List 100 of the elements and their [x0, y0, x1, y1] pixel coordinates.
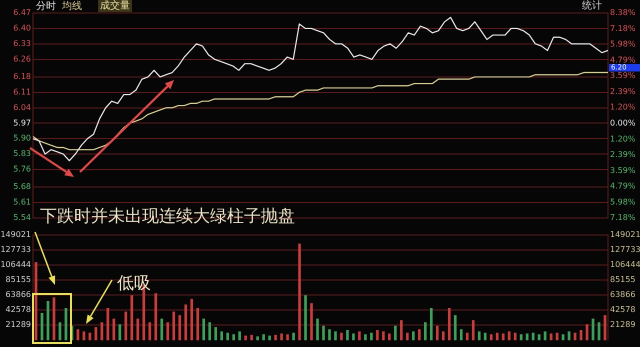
- y-tick-label: 85155: [6, 275, 31, 284]
- y-tick-label: 6.33: [13, 38, 31, 48]
- bar: [298, 244, 301, 340]
- bar: [424, 322, 427, 340]
- text: 统计: [582, 0, 602, 12]
- bar: [346, 330, 349, 340]
- bar: [262, 334, 265, 340]
- bar: [460, 329, 463, 340]
- bar: [52, 297, 56, 340]
- bar: [160, 318, 164, 340]
- y-tick-label: 5.83: [13, 149, 31, 158]
- y-tick-label: 6.18: [13, 72, 31, 82]
- bar: [94, 327, 98, 340]
- bar: [448, 308, 451, 340]
- bar: [190, 298, 194, 340]
- bar: [400, 320, 403, 340]
- y2-tick-label: 7.18%: [610, 24, 636, 33]
- bar: [358, 331, 361, 340]
- text: 均线: [62, 1, 82, 13]
- bar: [148, 322, 152, 340]
- y-tick-label: 6.11: [13, 87, 31, 96]
- bar: [136, 318, 140, 340]
- bar: [214, 327, 218, 340]
- bar: [478, 331, 481, 340]
- bar: [382, 331, 385, 340]
- y2-tick-label: 3.59%: [610, 71, 636, 80]
- bar: [238, 331, 241, 340]
- bar: [520, 334, 522, 340]
- bar: [604, 315, 606, 340]
- bar: [538, 334, 540, 340]
- y-tick-label: 5.54: [13, 213, 31, 222]
- bar: [508, 331, 510, 340]
- bar: [442, 331, 445, 340]
- bar: [112, 318, 116, 340]
- bar: [154, 293, 158, 340]
- y-tick-label: 6.40: [13, 24, 31, 33]
- bar: [310, 303, 313, 340]
- bar: [172, 312, 176, 340]
- y2-tick-label: 63866: [610, 290, 636, 300]
- bar: [166, 322, 170, 340]
- bar: [562, 334, 564, 340]
- y-tick-label: 21289: [6, 320, 31, 330]
- bar: [568, 331, 570, 340]
- bar: [106, 308, 110, 340]
- y-tick-label: 5.68: [13, 182, 31, 192]
- bar: [586, 324, 588, 340]
- bar: [436, 326, 439, 340]
- y2-tick-label: 4.79%: [610, 55, 636, 64]
- bar: [100, 322, 104, 340]
- bar: [286, 334, 289, 340]
- bar: [526, 334, 528, 340]
- bar: [388, 334, 391, 340]
- y2-tick-label: 42578: [610, 305, 636, 314]
- bar: [244, 336, 247, 340]
- bar: [502, 334, 505, 340]
- y-tick-label: 42578: [6, 305, 31, 314]
- bar: [316, 318, 319, 340]
- y2-tick-label: 21289: [610, 320, 636, 330]
- y-tick-label: 63866: [6, 290, 31, 300]
- bar: [334, 331, 337, 340]
- bar: [376, 330, 379, 340]
- y2-tick-label: 3.59%: [610, 166, 636, 175]
- bar: [292, 332, 295, 340]
- y2-tick-label: 4.79%: [610, 182, 636, 191]
- y2-tick-label: 1.20%: [610, 134, 636, 144]
- y2-tick-label: 127733: [610, 244, 640, 254]
- y-tick-label: 106444: [0, 260, 31, 269]
- y2-tick-label: 5.98%: [610, 40, 636, 49]
- bar: [592, 318, 594, 340]
- annotation: 下跌时并未出现连续大绿柱子抛盘: [40, 206, 295, 226]
- y-tick-label: 5.76: [13, 164, 31, 174]
- y2-tick-label: 0.00%: [610, 118, 636, 128]
- bar: [322, 326, 325, 340]
- bar: [598, 322, 600, 340]
- bar: [544, 331, 546, 340]
- bar: [280, 334, 283, 340]
- bar: [124, 312, 128, 340]
- bar: [268, 336, 271, 340]
- bar: [490, 334, 493, 340]
- bar: [574, 332, 576, 340]
- bar: [232, 334, 235, 340]
- y-tick-label: 5.97: [13, 118, 31, 128]
- bar: [46, 300, 50, 340]
- bar: [40, 312, 44, 340]
- bar: [364, 334, 367, 340]
- y-tick-label: 6.04: [13, 102, 31, 112]
- text: 分时: [36, 1, 56, 13]
- bar: [208, 322, 212, 340]
- y-tick-label: 6.26: [13, 54, 31, 64]
- bar: [352, 334, 355, 340]
- y2-tick-label: 149021: [610, 230, 640, 239]
- bar: [550, 334, 552, 340]
- bar: [472, 320, 475, 340]
- bar: [58, 322, 62, 340]
- y-tick-label: 6.47: [13, 8, 31, 18]
- bar: [412, 331, 415, 340]
- y-tick-label: 5.61: [13, 198, 31, 207]
- y-tick-label: 149021: [0, 230, 31, 239]
- bar: [340, 332, 343, 340]
- text: 成交量: [100, 0, 130, 12]
